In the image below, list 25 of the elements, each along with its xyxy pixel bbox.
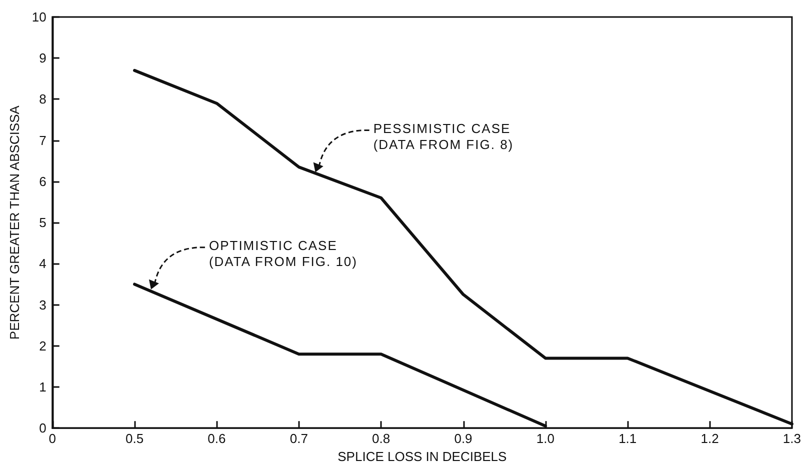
y-tick-label: 9	[39, 50, 46, 66]
y-tick-label: 6	[39, 174, 46, 189]
x-tick-label: 1.2	[700, 431, 719, 446]
x-tick-label: 0.5	[126, 431, 144, 446]
y-tick-label: 3	[39, 297, 46, 312]
y-tick-label: 0	[39, 420, 46, 436]
y-tick-label: 5	[39, 215, 46, 230]
x-tick-label: 0.7	[290, 431, 308, 446]
y-tick-label: 4	[39, 256, 46, 272]
y-tick-label: 8	[39, 92, 46, 107]
x-tick-label: 0.9	[454, 431, 472, 446]
y-tick-label: 7	[39, 132, 46, 148]
x-tick-label: 0.8	[372, 431, 390, 446]
x-tick-label: 1.3	[782, 431, 802, 446]
annotation: PESSIMISTIC CASE (DATA FROM FIG. 8)	[373, 121, 514, 154]
y-tick-label: 10	[32, 10, 46, 24]
x-tick-label: 0	[48, 431, 56, 446]
x-tick-label: 1.0	[536, 431, 554, 446]
x-tick-label: 1.1	[618, 431, 637, 446]
y-tick-label: 1	[39, 379, 46, 394]
y-axis-title: PERCENT GREATER THAN ABSCISSA	[7, 105, 22, 340]
x-axis-title: SPLICE LOSS IN DECIBELS	[338, 449, 508, 464]
annotation: OPTIMISTIC CASE (DATA FROM FIG. 10)	[208, 238, 358, 270]
y-tick-label: 2	[39, 338, 46, 354]
x-tick-label: 0.6	[208, 431, 226, 446]
